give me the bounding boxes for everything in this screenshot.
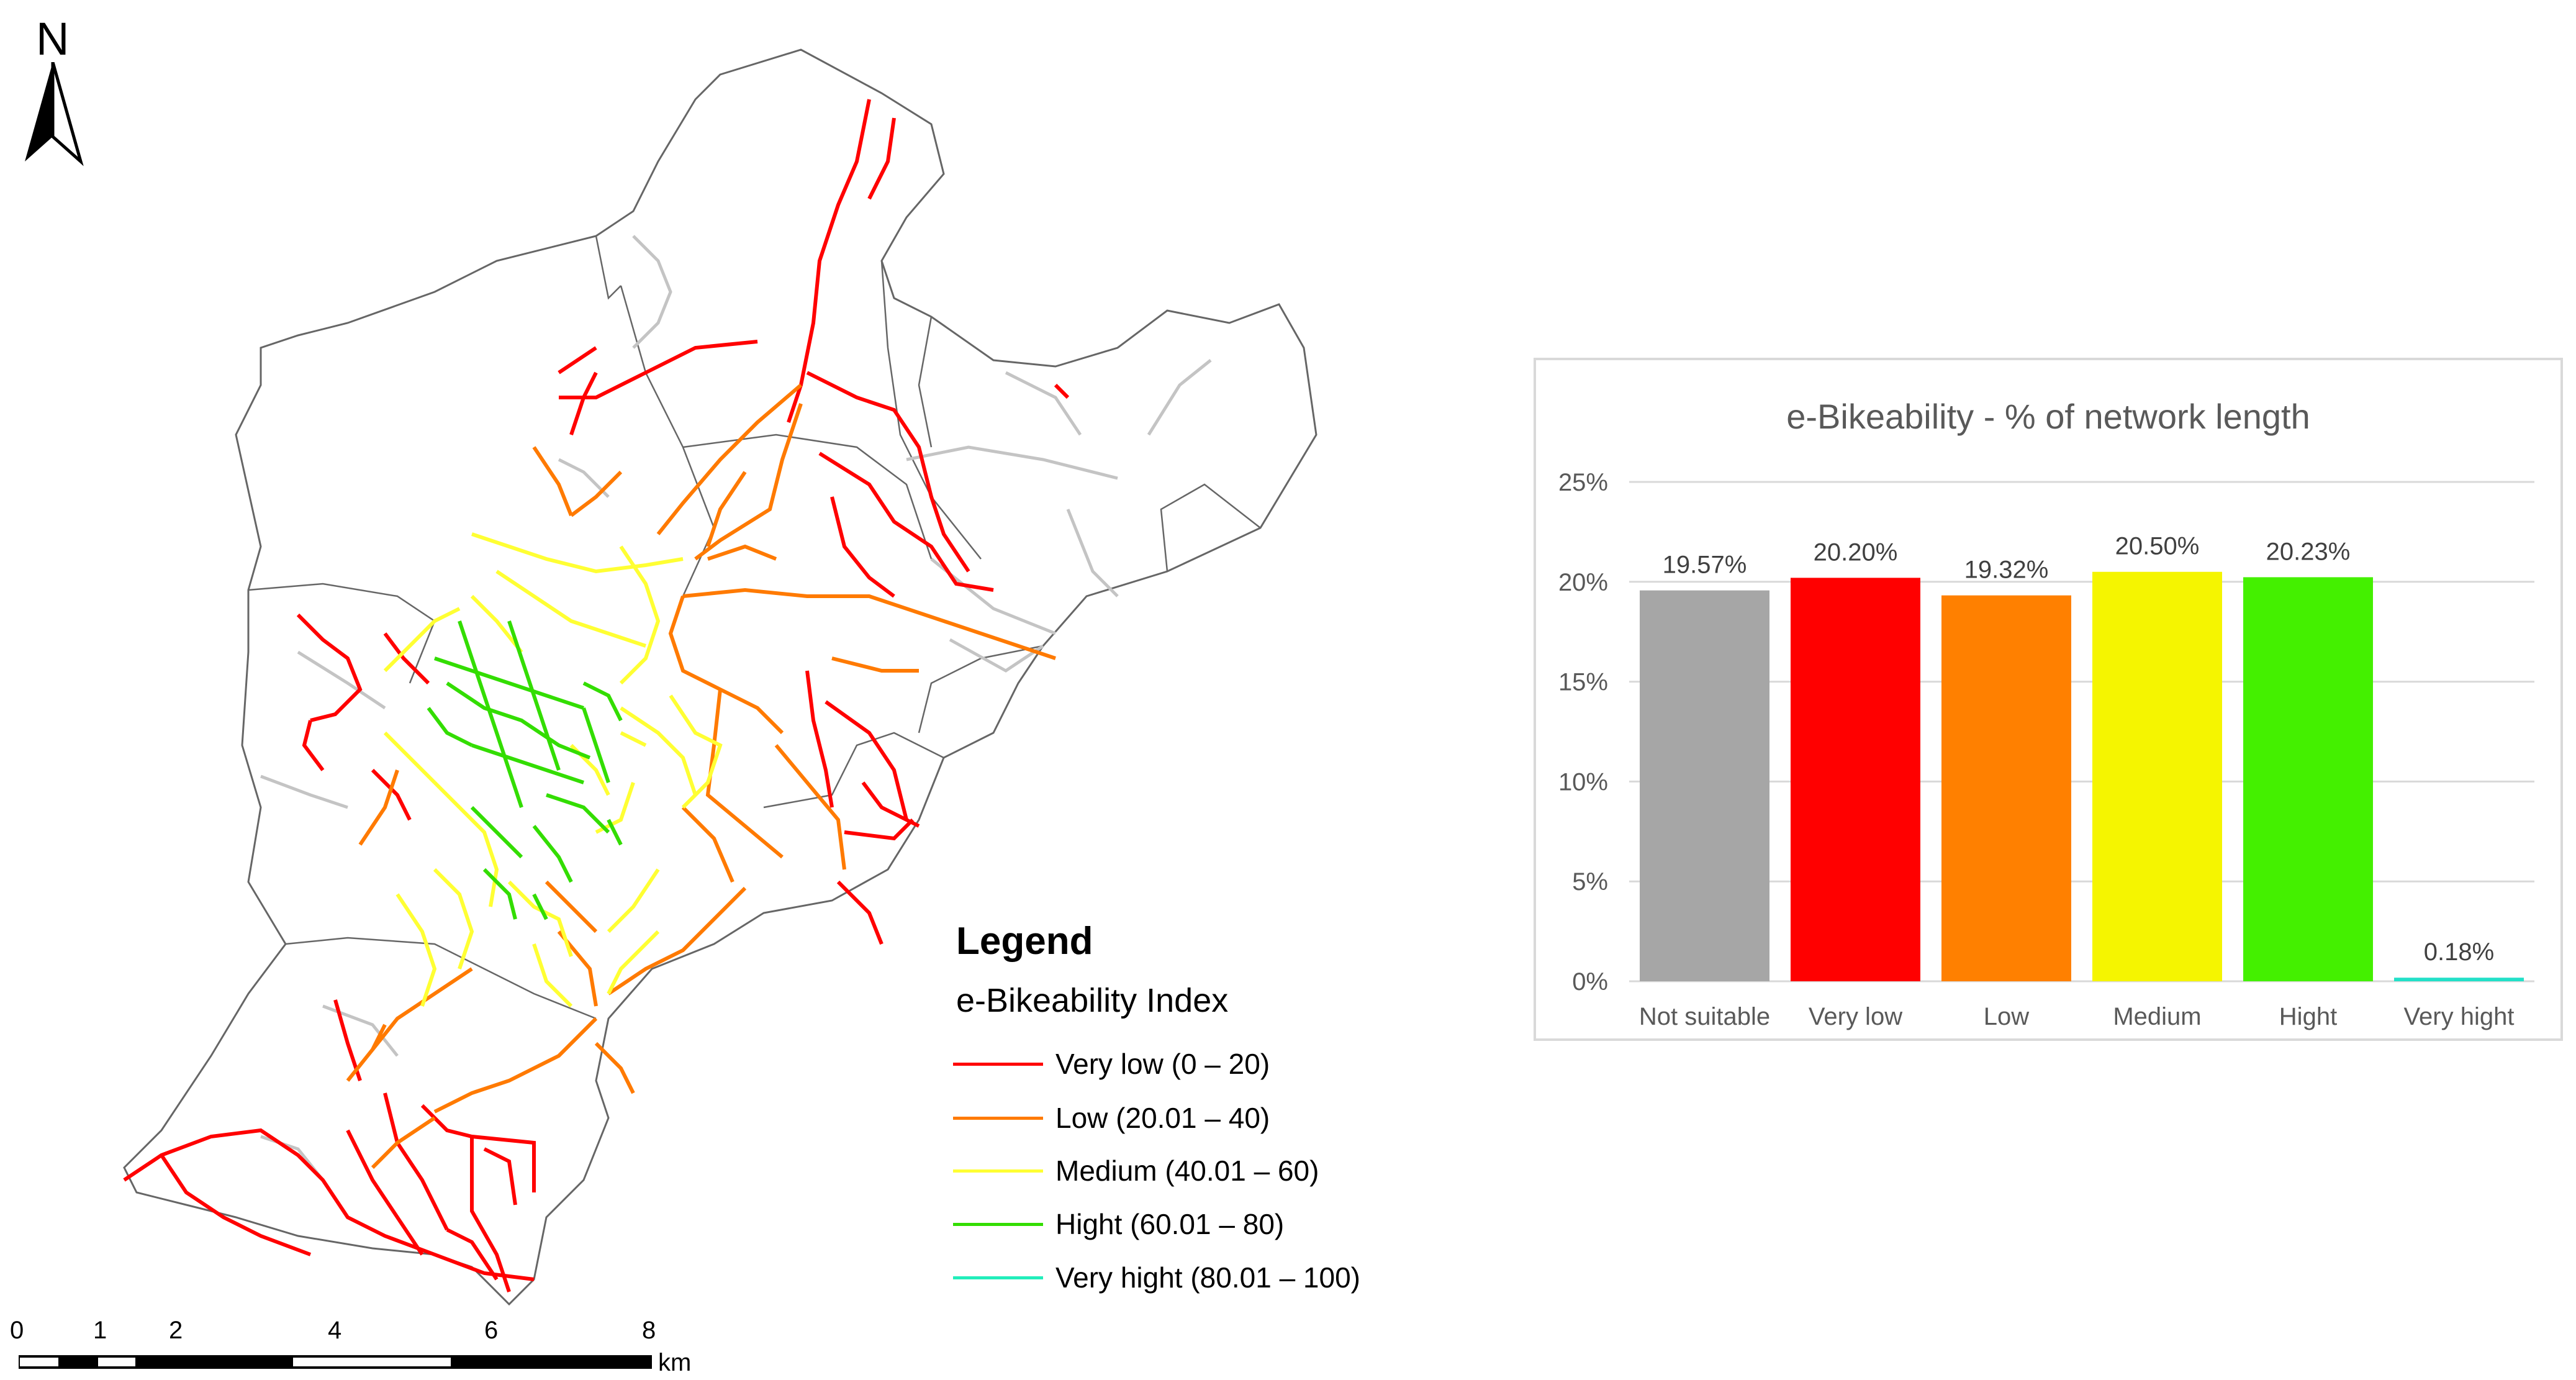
legend-label-very-hight: Very hight (80.01 – 100) bbox=[1055, 1261, 1360, 1294]
legend-subtitle: e-Bikeability Index bbox=[956, 982, 1229, 1019]
legend-item-very-hight: Very hight (80.01 – 100) bbox=[953, 1259, 1388, 1296]
y-tick-label: 15% bbox=[1558, 669, 1608, 696]
scale-label-6: 6 bbox=[484, 1317, 499, 1344]
north-arrow-icon bbox=[25, 62, 84, 166]
roads-low bbox=[346, 383, 1056, 1169]
scale-unit: km bbox=[658, 1349, 692, 1376]
bar-chart: e-Bikeability - % of network length 0% 5%… bbox=[1558, 397, 2534, 1030]
x-tick-label: Low bbox=[1984, 1003, 2029, 1030]
chart-panel: e-Bikeability - % of network length 0% 5%… bbox=[1534, 358, 2563, 1041]
data-label: 20.50% bbox=[2115, 533, 2200, 560]
data-label: 20.23% bbox=[2266, 538, 2351, 565]
scale-bar-graphic bbox=[19, 1355, 652, 1369]
data-label: 19.57% bbox=[1663, 552, 1747, 579]
y-tick-label: 20% bbox=[1558, 569, 1608, 596]
scale-label-8: 8 bbox=[642, 1317, 656, 1344]
roads-hight bbox=[427, 620, 623, 920]
x-tick-label: Not suitable bbox=[1639, 1003, 1770, 1030]
y-tick-label: 10% bbox=[1558, 768, 1608, 796]
scale-label-4: 4 bbox=[328, 1317, 342, 1344]
bar-very-hight bbox=[2394, 978, 2524, 981]
legend-label-low: Low (20.01 – 40) bbox=[1055, 1102, 1270, 1134]
district-boundaries bbox=[248, 235, 1261, 1020]
roads-medium bbox=[383, 532, 723, 1008]
data-label: 20.20% bbox=[1814, 538, 1898, 566]
legend-item-very-low: Very low (0 – 20) bbox=[953, 1045, 1388, 1083]
legend-swatch-very-low bbox=[953, 1063, 1043, 1066]
y-tick-label: 25% bbox=[1558, 469, 1608, 496]
legend-title: Legend bbox=[956, 920, 1093, 963]
x-tick-label: Very hight bbox=[2404, 1003, 2515, 1030]
bar-medium bbox=[2092, 571, 2222, 981]
north-label: N bbox=[36, 13, 70, 65]
x-tick-label: Hight bbox=[2279, 1003, 2337, 1030]
legend-swatch-low bbox=[953, 1117, 1043, 1120]
legend-swatch-hight bbox=[953, 1223, 1043, 1226]
bar-low bbox=[1941, 595, 2071, 981]
study-area-boundary bbox=[123, 48, 1317, 1306]
chart-title: e-Bikeability - % of network length bbox=[1786, 397, 2310, 436]
roads-very-low bbox=[123, 99, 1070, 1292]
legend-item-low: Low (20.01 – 40) bbox=[953, 1099, 1388, 1137]
roads-not-suitable bbox=[260, 235, 1212, 1181]
x-tick-label: Very low bbox=[1809, 1003, 1902, 1030]
data-label: 0.18% bbox=[2424, 938, 2494, 966]
legend-item-hight: Hight (60.01 – 80) bbox=[953, 1205, 1388, 1243]
bar-very-low bbox=[1791, 578, 1920, 981]
study-area-map bbox=[123, 48, 1317, 1306]
bar-not-suitable bbox=[1640, 590, 1769, 981]
bar-hight bbox=[2243, 577, 2373, 981]
scale-label-1: 1 bbox=[93, 1317, 107, 1344]
legend-item-medium: Medium (40.01 – 60) bbox=[953, 1152, 1388, 1189]
legend-swatch-medium bbox=[953, 1169, 1043, 1173]
data-label: 19.32% bbox=[1964, 556, 2049, 584]
legend-label-medium: Medium (40.01 – 60) bbox=[1055, 1155, 1319, 1187]
scale-label-0: 0 bbox=[10, 1317, 24, 1344]
legend-label-hight: Hight (60.01 – 80) bbox=[1055, 1208, 1285, 1240]
legend-label-very-low: Very low (0 – 20) bbox=[1055, 1048, 1270, 1080]
y-tick-label: 0% bbox=[1572, 968, 1608, 996]
y-tick-label: 5% bbox=[1572, 868, 1608, 896]
scale-label-2: 2 bbox=[169, 1317, 183, 1344]
x-tick-label: Medium bbox=[2113, 1003, 2201, 1030]
legend-swatch-very-hight bbox=[953, 1276, 1043, 1279]
